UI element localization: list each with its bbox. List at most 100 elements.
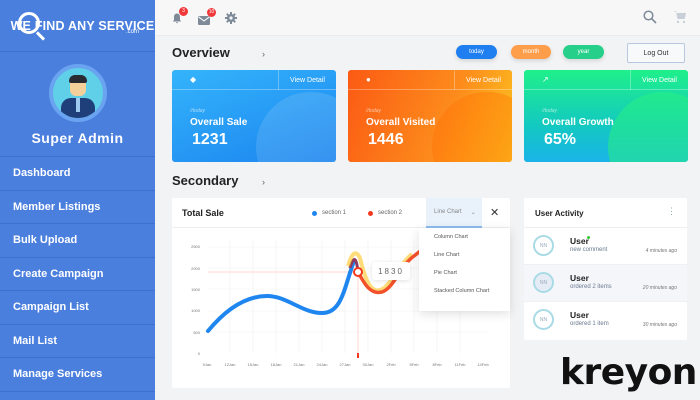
overview-chevron-icon[interactable]: › [262,49,265,59]
filter-month-button[interactable]: month [511,45,551,59]
sidebar: WE FIND ANY SERVICE .com Super Admin Das… [0,0,155,400]
option-stacked-column-chart[interactable]: Stacked Column Chart [434,288,490,294]
gear-icon [225,12,237,24]
view-detail-button[interactable]: View Detail [278,70,336,90]
card-period: //today [190,108,206,114]
card-label: Overall Sale [190,117,248,128]
activity-action: new comment [570,247,608,253]
settings-button[interactable] [225,11,237,29]
logo-suffix: .com [125,29,139,35]
topbar: 3 10 [155,0,700,36]
user-activity-panel: User Activity ⋮ NN User new comment 4 mi… [524,198,687,340]
card-period: //today [366,108,382,114]
chart-tooltip: 1830 [372,262,410,280]
more-options-icon[interactable]: ⋮ [667,206,676,216]
sidebar-item-manage-services[interactable]: Manage Services [0,358,155,392]
card-value: 65% [544,131,577,148]
x-tick: 30Jan [362,362,374,367]
overview-title: Overview [172,45,230,60]
secondary-title: Secondary [172,173,239,188]
chart-type-dropdown: Column Chart Line Chart Pie Chart Stacke… [419,228,510,311]
sidebar-item-member-listings[interactable]: Member Listings [0,191,155,224]
card-value: 1231 [192,131,228,148]
avatar: NN [533,309,554,330]
search-icon [643,10,657,24]
legend-section-1[interactable]: section 1 [312,210,346,216]
activity-time: 30 minutes ago [642,322,677,328]
activity-time: 20 minutes ago [642,285,677,291]
legend-section-2[interactable]: section 2 [368,210,402,216]
bell-icon [172,13,182,24]
sidebar-item-bulk-upload[interactable]: Bulk Upload [0,224,155,258]
overall-growth-card: ↗ View Detail //today Overall Growth 65% [524,70,688,162]
notifications-badge: 3 [179,7,188,16]
magnifier-icon [18,12,40,34]
avatar: NN [533,272,554,293]
activity-user: User [570,310,589,320]
card-period: //today [542,108,558,114]
profile-name: Super Admin [31,130,124,146]
overall-sale-card: ◆ View Detail //today Overall Sale 1231 [172,70,336,162]
activity-item[interactable]: NN User new comment 4 minutes ago [524,228,687,265]
avatar[interactable] [48,64,107,122]
option-pie-chart[interactable]: Pie Chart [434,270,457,276]
x-tick: 14Feb [477,362,489,367]
sidebar-item-mail-list[interactable]: Mail List [0,325,155,358]
total-sale-title: Total Sale [182,208,224,218]
x-tick: 15Jan [247,362,259,367]
notifications-button[interactable]: 3 [172,7,188,29]
avatar: NN [533,235,554,256]
messages-button[interactable]: 10 [198,8,216,30]
mail-icon [198,16,210,25]
user-icon: ● [366,75,371,84]
logo-text: WE FIND ANY SERVICE [10,18,155,33]
activity-time: 4 minutes ago [645,248,677,254]
sidebar-item-campaign-list[interactable]: Campaign List [0,291,155,325]
sidebar-item-create-campaign[interactable]: Create Campaign [0,258,155,291]
filter-today-button[interactable]: today [456,45,497,59]
activity-user: User [570,273,589,283]
y-tick: 0 [197,351,200,356]
x-tick: 21Jan [293,362,305,367]
activity-item[interactable]: NN User ordered 1 item 30 minutes ago [524,302,687,339]
x-tick: 24Jan [316,362,328,367]
option-line-chart[interactable]: Line Chart [434,252,460,258]
view-detail-button[interactable]: View Detail [630,70,688,90]
activity-action: ordered 1 item [570,321,609,327]
y-tick: 2500 [191,244,200,249]
user-activity-title: User Activity [535,209,584,218]
x-tick: 11Feb [454,362,466,367]
overall-visited-card: ● View Detail //today Overall Visited 144… [348,70,512,162]
y-tick: 2000 [191,266,200,271]
card-label: Overall Visited [366,117,436,128]
activity-user: User [570,236,589,246]
profile: Super Admin [0,52,155,157]
brand-logo[interactable]: WE FIND ANY SERVICE .com [0,0,155,52]
cart-icon [674,11,686,24]
x-tick: 18Jan [270,362,282,367]
watermark-logo: kreyon [560,352,697,393]
logout-button[interactable]: Log Out [627,43,685,63]
secondary-chevron-icon[interactable]: › [262,177,265,187]
x-tick: 5Feb [409,362,419,367]
messages-badge: 10 [207,8,216,17]
filter-year-button[interactable]: year [563,45,604,59]
x-tick: 9Jan [202,362,212,367]
card-label: Overall Growth [542,117,614,128]
cart-button[interactable] [673,10,687,29]
x-tick: 12Jan [224,362,236,367]
option-column-chart[interactable]: Column Chart [434,234,468,240]
search-button[interactable] [643,10,657,29]
view-detail-button[interactable]: View Detail [454,70,512,90]
highlight-point[interactable] [353,267,363,277]
y-tick: 1500 [191,287,200,292]
tag-icon: ◆ [190,75,197,84]
sidebar-item-dashboard[interactable]: Dashboard [0,157,155,191]
chevron-down-icon: ⌄ [470,209,476,216]
activity-action: ordered 2 items [570,284,612,290]
activity-item[interactable]: NN User ordered 2 items 20 minutes ago [524,265,687,302]
close-icon[interactable]: ✕ [490,207,500,219]
y-tick: 500 [193,330,200,335]
chart-type-select[interactable]: Line Chart ⌄ [426,198,482,228]
card-value: 1446 [368,131,404,148]
